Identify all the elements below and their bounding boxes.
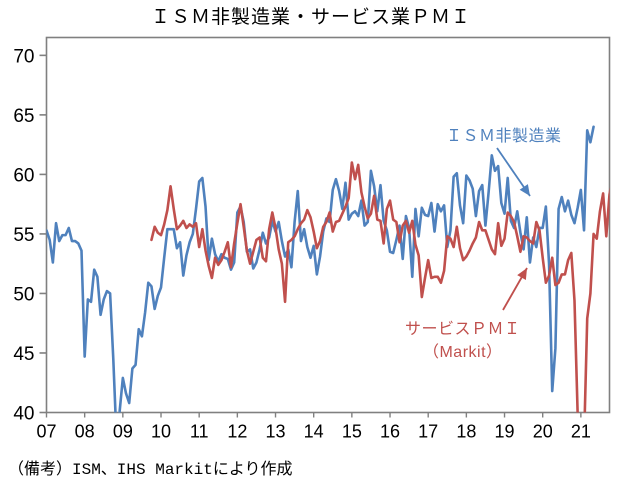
y-tick-label: 55 [13,225,34,246]
chart-title: ＩＳＭ非製造業・サービス業ＰＭＩ [150,7,471,28]
x-tick-label: 20 [533,422,553,442]
x-tick-label: 13 [266,422,286,442]
plot-frame [45,36,611,414]
x-tick-label: 14 [304,422,324,442]
y-tick-label: 50 [13,284,34,305]
series-line [150,161,610,413]
y-axis-ticks: 40 45 50 55 60 65 70 [13,46,47,425]
x-tick-label: 19 [495,422,515,442]
chart-footnote: （備考）ISM、IHS Markitにより作成 [8,461,293,479]
x-tick-label: 10 [151,422,171,442]
plot-area: 40 45 50 55 60 65 70 07 08 09 10 11 12 13 14 15 16 17 18 1… [13,36,611,442]
x-tick-label: 12 [227,422,247,442]
annotation-services-pmi-line2: （Markit） [422,344,503,362]
x-tick-label: 17 [418,422,438,442]
y-tick-label: 40 [13,404,34,425]
x-tick-label: 21 [571,422,591,442]
y-tick-label: 60 [13,165,34,186]
x-tick-label: 09 [113,422,133,442]
x-axis-ticks: 07 08 09 10 11 12 13 14 15 16 17 18 19 20 21 [36,412,591,442]
x-tick-label: 18 [456,422,476,442]
y-tick-label: 70 [13,46,34,67]
x-tick-label: 16 [380,422,400,442]
annotation-arrow-head [517,268,527,281]
annotation-arrow-head [519,184,530,196]
data-series-group [46,125,610,413]
y-tick-label: 65 [13,106,34,127]
annotation-ism-nonmanufacturing: ＩＳＭ非製造業 [446,128,562,145]
x-tick-label: 08 [75,422,95,442]
annotation-services-pmi-line1: サービスＰＭＩ [405,321,521,338]
annotation-arrows [496,147,531,311]
series-line [46,125,595,413]
annotation-services-pmi: サービスＰＭＩ （Markit） [405,318,521,364]
y-tick-label: 45 [13,344,34,365]
x-tick-label: 11 [190,422,209,442]
x-tick-label: 15 [342,422,362,442]
x-tick-label: 07 [36,422,56,442]
